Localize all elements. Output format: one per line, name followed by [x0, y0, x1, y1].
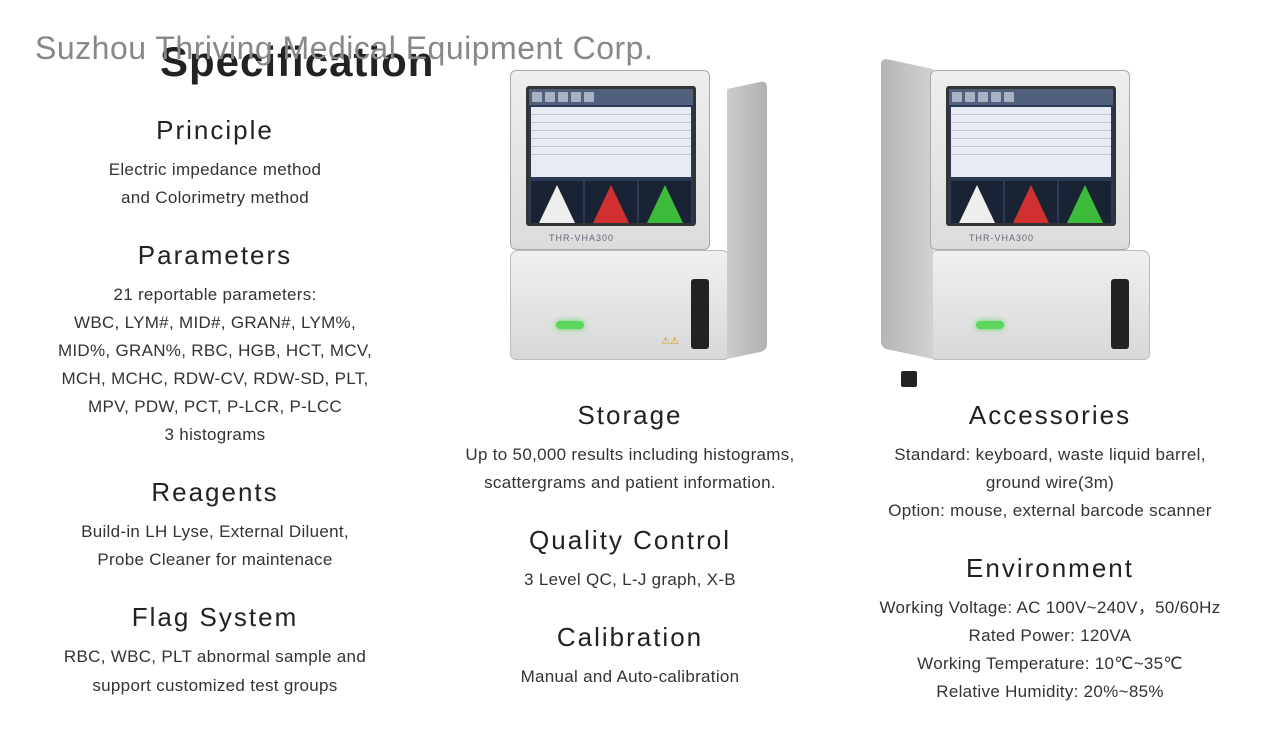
section-quality-control: Quality Control 3 Level QC, L-J graph, X…	[430, 525, 830, 594]
section-line: MPV, PDW, PCT, P-LCR, P-LCC	[20, 393, 410, 421]
section-line: ground wire(3m)	[850, 469, 1250, 497]
section-environment: Environment Working Voltage: AC 100V~240…	[830, 553, 1270, 706]
power-led-icon	[976, 321, 1004, 329]
section-line: 21 reportable parameters:	[20, 281, 410, 309]
section-line: RBC, WBC, PLT abnormal sample and	[20, 643, 410, 671]
section-reagents: Reagents Build-in LH Lyse, External Dilu…	[0, 477, 430, 574]
section-line: Up to 50,000 results including histogram…	[450, 441, 810, 469]
section-line: Relative Humidity: 20%~85%	[850, 678, 1250, 706]
device-screen	[946, 86, 1116, 226]
section-line: scattergrams and patient information.	[450, 469, 810, 497]
column-middle: ⚠⚠ THR-VHA300	[430, 50, 830, 743]
section-line: support customized test groups	[20, 672, 410, 700]
section-title: Accessories	[850, 400, 1250, 431]
section-title: Environment	[850, 553, 1250, 584]
device-illustration-front: ⚠⚠ THR-VHA300	[490, 50, 770, 360]
section-title: Principle	[20, 115, 410, 146]
device-monitor: THR-VHA300	[930, 70, 1130, 250]
section-line: WBC, LYM#, MID#, GRAN#, LYM%,	[20, 309, 410, 337]
section-principle: Principle Electric impedance method and …	[0, 115, 430, 212]
section-line: Rated Power: 120VA	[850, 622, 1250, 650]
device-model-label: THR-VHA300	[549, 233, 614, 243]
device-monitor: THR-VHA300	[510, 70, 710, 250]
company-watermark: Suzhou Thriving Medical Equipment Corp.	[35, 30, 653, 67]
section-title: Reagents	[20, 477, 410, 508]
section-line: Manual and Auto-calibration	[450, 663, 810, 691]
section-line: 3 Level QC, L-J graph, X-B	[450, 566, 810, 594]
device-illustration-side: THR-VHA300	[910, 50, 1190, 360]
section-title: Storage	[450, 400, 810, 431]
sample-slot-icon	[1111, 279, 1129, 349]
section-line: Option: mouse, external barcode scanner	[850, 497, 1250, 525]
screen-toolbar-icon	[949, 89, 1113, 105]
screen-table-icon	[531, 107, 691, 177]
section-line: Working Temperature: 10℃~35℃	[850, 650, 1250, 678]
column-right: THR-VHA300 Accessories Standard: keyboar…	[830, 50, 1270, 743]
side-port-icon	[901, 371, 917, 387]
device-body: ⚠⚠	[510, 250, 730, 360]
section-flag-system: Flag System RBC, WBC, PLT abnormal sampl…	[0, 602, 430, 699]
screen-toolbar-icon	[529, 89, 693, 105]
sample-slot-icon	[691, 279, 709, 349]
columns-container: Principle Electric impedance method and …	[0, 0, 1272, 743]
section-title: Quality Control	[450, 525, 810, 556]
section-line: MID%, GRAN%, RBC, HGB, HCT, MCV,	[20, 337, 410, 365]
device-model-label: THR-VHA300	[969, 233, 1034, 243]
section-title: Parameters	[20, 240, 410, 271]
section-accessories: Accessories Standard: keyboard, waste li…	[830, 400, 1270, 525]
device-body	[930, 250, 1150, 360]
section-line: Electric impedance method	[20, 156, 410, 184]
column-left: Principle Electric impedance method and …	[0, 50, 430, 743]
section-line: Probe Cleaner for maintenace	[20, 546, 410, 574]
section-line: Working Voltage: AC 100V~240V，50/60Hz	[850, 594, 1250, 622]
section-title: Calibration	[450, 622, 810, 653]
section-line: MCH, MCHC, RDW-CV, RDW-SD, PLT,	[20, 365, 410, 393]
screen-histograms-icon	[949, 179, 1113, 225]
warning-label-icon: ⚠⚠	[661, 336, 679, 347]
screen-histograms-icon	[529, 179, 693, 225]
section-title: Flag System	[20, 602, 410, 633]
section-line: Standard: keyboard, waste liquid barrel,	[850, 441, 1250, 469]
section-line: 3 histograms	[20, 421, 410, 449]
section-parameters: Parameters 21 reportable parameters: WBC…	[0, 240, 430, 449]
section-line: Build-in LH Lyse, External Diluent,	[20, 518, 410, 546]
device-screen	[526, 86, 696, 226]
section-line: and Colorimetry method	[20, 184, 410, 212]
power-led-icon	[556, 321, 584, 329]
section-calibration: Calibration Manual and Auto-calibration	[430, 622, 830, 691]
screen-table-icon	[951, 107, 1111, 177]
section-storage: Storage Up to 50,000 results including h…	[430, 400, 830, 497]
